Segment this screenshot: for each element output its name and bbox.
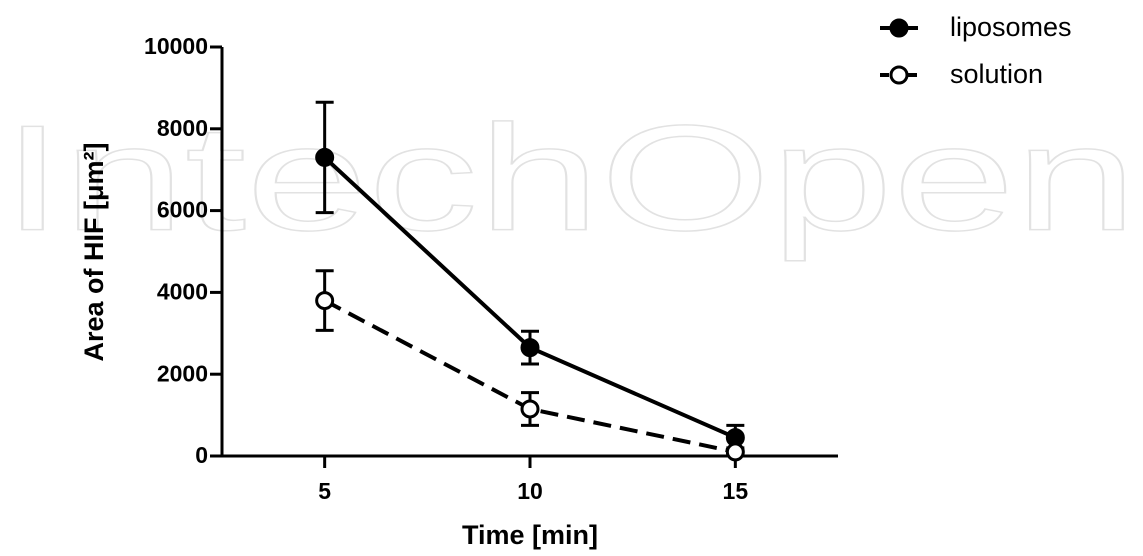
- y-tick-label: 0: [195, 442, 208, 468]
- y-tick-label: 6000: [157, 197, 208, 223]
- x-tick-label: 10: [517, 478, 543, 504]
- x-tick-label: 5: [318, 478, 331, 504]
- legend-label: solution: [950, 59, 1043, 89]
- x-axis-title: Time [min]: [462, 520, 598, 550]
- legend-marker: [889, 65, 909, 85]
- y-axis-title: Area of HIF [μm²]: [79, 142, 109, 361]
- legend-label: liposomes: [950, 12, 1072, 42]
- y-tick-label: 2000: [157, 360, 208, 386]
- y-tick-label: 4000: [157, 278, 208, 304]
- legend-marker: [889, 18, 909, 38]
- point: [315, 291, 335, 311]
- point: [725, 442, 745, 462]
- point: [520, 399, 540, 419]
- point: [520, 338, 540, 358]
- series-line: [323, 298, 736, 454]
- watermark: IntechOpen: [2, 94, 1137, 262]
- x-tick-label: 15: [723, 478, 749, 504]
- y-tick-label: 8000: [157, 115, 208, 141]
- point: [315, 147, 335, 167]
- y-tick-label: 10000: [144, 33, 208, 59]
